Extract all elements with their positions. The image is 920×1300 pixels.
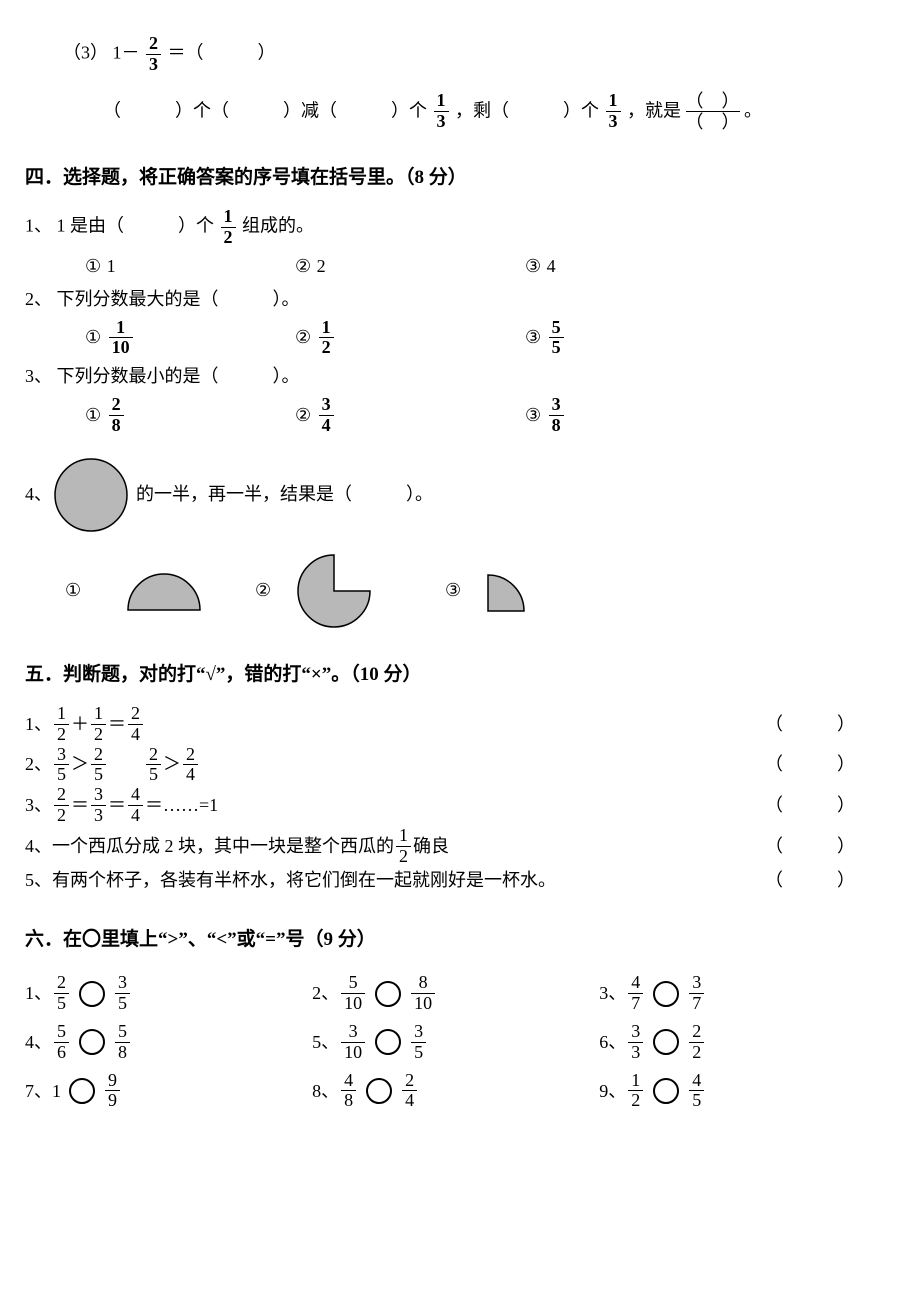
s4-q3-f3: 38 xyxy=(549,395,564,436)
s6-item-1: 1、2535 xyxy=(25,973,312,1014)
s5-q1-op2: ＝ xyxy=(108,710,126,739)
p3-lhs1: 1－ xyxy=(113,42,140,62)
s6-item-6: 6、3322 xyxy=(599,1022,886,1063)
s4-q1-o1v: 1 xyxy=(107,252,116,281)
s4-q2-num: 2、 xyxy=(25,289,52,309)
s6-item-5: 5、31035 xyxy=(312,1022,599,1063)
s4-q2-opts: ①110 ②12 ③55 xyxy=(25,318,895,359)
s4-q2-o1[interactable]: ① xyxy=(85,323,107,352)
s4-q4-opts: ① ② ③ xyxy=(25,552,895,630)
s4-q3-f2: 34 xyxy=(319,395,334,436)
s4-q1: 1、 1 是由（ ）个 12 组成的。 xyxy=(25,207,895,248)
s4-q1-b: 组成的。 xyxy=(242,216,314,236)
s6-item-7: 7、199 xyxy=(25,1071,312,1112)
p3-frac1: 13 xyxy=(434,91,449,132)
p3-line1: （3） 1－ 23 ＝（ ） xyxy=(25,34,895,75)
s4-q1-o1[interactable]: ① xyxy=(85,252,107,281)
s5-q1-paren[interactable]: （ ） xyxy=(765,710,895,739)
s5-q5: 5、 有两个杯子，各装有半杯水，将它们倒在一起就刚好是一杯水。 （ ） xyxy=(25,866,895,895)
s4-q2: 2、 下列分数最大的是（ ）。 xyxy=(25,285,895,314)
p3-rhs: ＝（ ） xyxy=(168,42,276,62)
compare-circle[interactable] xyxy=(653,981,679,1007)
s4-q3-o2[interactable]: ② xyxy=(295,401,317,430)
s4-q1-o2[interactable]: ② xyxy=(295,252,317,281)
s5-q3-paren[interactable]: （ ） xyxy=(765,791,895,820)
full-circle-icon xyxy=(52,456,130,534)
quarter-circle-icon xyxy=(485,568,531,614)
three-quarter-circle-icon xyxy=(295,552,373,630)
p3-l2-end: 。 xyxy=(744,100,762,120)
s4-q3-num: 3、 xyxy=(25,366,52,386)
s5-q4-paren[interactable]: （ ） xyxy=(765,832,895,861)
s4-q2-f1: 110 xyxy=(109,318,133,359)
s4-q4: 4、 的一半，再一半，结果是（ ）。 xyxy=(25,456,895,534)
s6-item-4: 4、5658 xyxy=(25,1022,312,1063)
s5-q2-num: 2、 xyxy=(25,750,52,779)
compare-circle[interactable] xyxy=(653,1029,679,1055)
s4-q3-o3[interactable]: ③ xyxy=(525,401,547,430)
s5-q1: 1、 12 ＋ 12 ＝ 24 （ ） xyxy=(25,704,895,745)
s4-q1-a: 1 是由（ ）个 xyxy=(57,216,215,236)
s4-q3-text: 下列分数最小的是（ ）。 xyxy=(57,366,300,386)
s4-q4-o3[interactable]: ③ xyxy=(445,576,461,605)
s5-q1-op1: ＋ xyxy=(71,710,89,739)
s4-q1-o2v: 2 xyxy=(317,252,326,281)
s4-q3-f1: 28 xyxy=(109,395,124,436)
s4-q4-o1[interactable]: ① xyxy=(65,576,81,605)
p3-stack: （ ）（ ） xyxy=(686,91,740,133)
s5-q4-num: 4、 xyxy=(25,832,52,861)
s4-q4-num: 4、 xyxy=(25,480,52,509)
s4-q2-o2[interactable]: ② xyxy=(295,323,317,352)
s4-q1-opts: ①1 ②2 ③4 xyxy=(25,252,895,281)
s4-q1-frac: 12 xyxy=(221,207,236,248)
s5-q2: 2、 35 ＞ 25 25 ＞ 24 （ ） xyxy=(25,745,895,786)
s4-q3-o1[interactable]: ① xyxy=(85,401,107,430)
s4-q3: 3、 下列分数最小的是（ ）。 xyxy=(25,362,895,391)
s5-q4: 4、 一个西瓜分成 2 块，其中一块是整个西瓜的 12 确良 （ ） xyxy=(25,826,895,867)
s5-q3: 3、 22 ＝ 33 ＝ 44 ＝……=1 （ ） xyxy=(25,785,895,826)
s4-q2-f2: 12 xyxy=(319,318,334,359)
s5-q2-paren[interactable]: （ ） xyxy=(765,750,895,779)
p3-line2: （ ）个（ ）减（ ）个 13 ，剩（ ）个 13 ，就是 （ ）（ ） 。 xyxy=(25,91,895,133)
s6-item-9: 9、1245 xyxy=(599,1071,886,1112)
s4-q3-opts: ①28 ②34 ③38 xyxy=(25,395,895,436)
s4-q1-num: 1、 xyxy=(25,216,52,236)
s4-q4-text: 的一半，再一半，结果是（ ）。 xyxy=(136,480,433,509)
half-circle-icon xyxy=(125,569,203,613)
s4-q1-o3[interactable]: ③ xyxy=(525,252,547,281)
s6-item-8: 8、4824 xyxy=(312,1071,599,1112)
compare-circle[interactable] xyxy=(366,1078,392,1104)
s4-q2-text: 下列分数最大的是（ ）。 xyxy=(57,289,300,309)
s6-grid: 1、25352、5108103、4737 4、56585、310356、3322 7… xyxy=(25,969,895,1115)
s4-q2-f3: 55 xyxy=(549,318,564,359)
compare-circle[interactable] xyxy=(653,1078,679,1104)
s4-title: 四．选择题，将正确答案的序号填在括号里。（8 分） xyxy=(25,163,895,193)
p3-frac2: 13 xyxy=(606,91,621,132)
s6-item-3: 3、4737 xyxy=(599,973,886,1014)
p3-l2-c: ，就是 xyxy=(627,100,681,120)
s5-title: 五．判断题，对的打“√”，错的打“×”。（10 分） xyxy=(25,660,895,690)
p3-l2-a: （ ）个（ ）减（ ）个 xyxy=(103,100,427,120)
compare-circle[interactable] xyxy=(375,981,401,1007)
s4-q1-o3v: 4 xyxy=(547,252,556,281)
compare-circle[interactable] xyxy=(375,1029,401,1055)
s5-q5-paren[interactable]: （ ） xyxy=(765,866,895,895)
p3-frac: 23 xyxy=(146,34,161,75)
s4-q4-o2[interactable]: ② xyxy=(255,576,271,605)
s5-q5-num: 5、 xyxy=(25,866,52,895)
s4-q2-o3[interactable]: ③ xyxy=(525,323,547,352)
p3-label: （3） xyxy=(63,42,108,62)
s5-q3-num: 3、 xyxy=(25,791,52,820)
compare-circle[interactable] xyxy=(69,1078,95,1104)
s5-q1-num: 1、 xyxy=(25,710,52,739)
compare-circle[interactable] xyxy=(79,981,105,1007)
p3-l2-b: ，剩（ ）个 xyxy=(455,100,599,120)
compare-circle[interactable] xyxy=(79,1029,105,1055)
s6-item-2: 2、510810 xyxy=(312,973,599,1014)
s6-title: 六．在〇里填上“>”、“<”或“=”号（9 分） xyxy=(25,925,895,955)
